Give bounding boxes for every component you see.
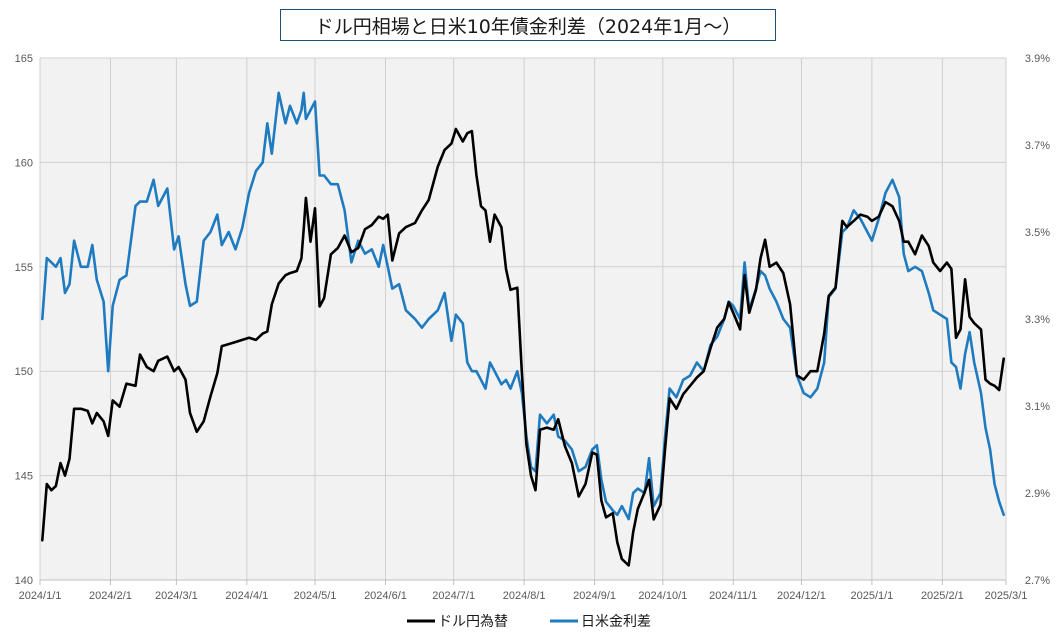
x-tick-label: 2024/11/1 — [709, 590, 757, 602]
y-left-tick-label: 145 — [15, 471, 33, 483]
chart-title: ドル円相場と日米10年債金利差（2024年1月〜） — [280, 9, 776, 41]
x-tick-label: 2025/1/1 — [850, 590, 893, 602]
x-tick-label: 2025/2/1 — [921, 590, 964, 602]
plot-area — [40, 58, 1006, 580]
legend-label-1: 日米金利差 — [581, 614, 651, 630]
y-right-tick-label: 2.9% — [1025, 488, 1050, 500]
x-tick-label: 2024/2/1 — [89, 590, 132, 602]
series-line-0 — [40, 127, 1006, 567]
y-left-tick-label: 165 — [15, 53, 33, 65]
x-tick-label: 2024/10/1 — [638, 590, 687, 602]
x-tick-label: 2024/7/1 — [432, 590, 475, 602]
y-right-tick-label: 3.9% — [1025, 53, 1050, 65]
x-tick-label: 2025/3/1 — [985, 590, 1028, 602]
x-tick-label: 2024/9/1 — [573, 590, 616, 602]
x-tick-label: 2024/4/1 — [225, 590, 268, 602]
y-right-tick-label: 3.1% — [1025, 401, 1050, 413]
y-left-tick-label: 155 — [15, 262, 33, 274]
x-tick-label: 2024/12/1 — [777, 590, 826, 602]
y-right-tick-label: 3.5% — [1025, 227, 1050, 239]
x-tick-label: 2024/3/1 — [155, 590, 198, 602]
x-tick-label: 2024/8/1 — [503, 590, 546, 602]
y-left-tick-label: 140 — [15, 575, 33, 587]
legend-label-0: ドル円為替 — [438, 614, 508, 630]
y-right-tick-label: 2.7% — [1025, 575, 1050, 587]
x-tick-label: 2024/5/1 — [294, 590, 337, 602]
x-tick-label: 2024/1/1 — [19, 590, 62, 602]
y-left-tick-label: 150 — [15, 366, 33, 378]
y-right-tick-label: 3.7% — [1025, 140, 1050, 152]
y-right-tick-label: 3.3% — [1025, 314, 1050, 326]
x-tick-label: 2024/6/1 — [364, 590, 407, 602]
y-left-tick-label: 160 — [15, 157, 33, 169]
